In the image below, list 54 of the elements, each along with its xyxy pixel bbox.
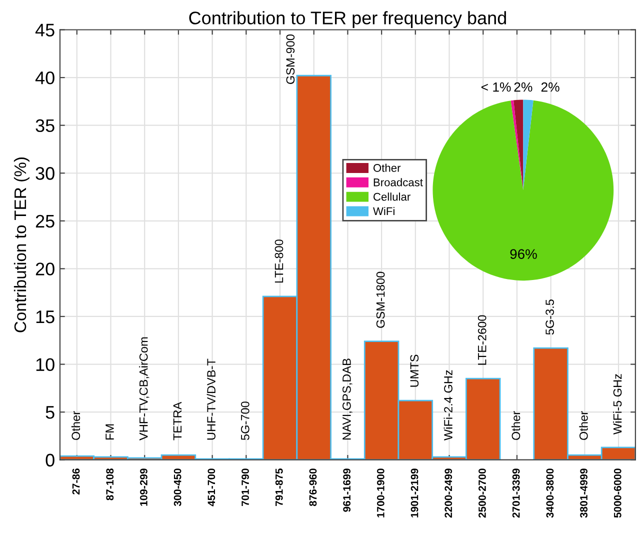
x-tick-label: 876-960 bbox=[309, 468, 317, 506]
x-tick-label: 451-700 bbox=[208, 468, 216, 506]
y-tick-label: 30 bbox=[36, 167, 54, 180]
annotation: Other bbox=[71, 411, 80, 440]
x-tick-label: 109-299 bbox=[140, 468, 148, 506]
x-tick-label: 2701-3399 bbox=[512, 468, 520, 518]
data-label: 2% bbox=[514, 82, 532, 92]
y-axis-title: Contribution to TER (%) bbox=[14, 158, 30, 332]
x-tick-label: 1700-1900 bbox=[376, 468, 384, 518]
y-tick-label: 45 bbox=[35, 24, 54, 36]
y-tick-label: 35 bbox=[36, 119, 54, 132]
legend-label: WiFi bbox=[373, 206, 394, 216]
annotation: LTE-2600 bbox=[478, 315, 486, 365]
x-tick-label: 27-86 bbox=[72, 468, 80, 494]
x-tick-label: 2500-2700 bbox=[478, 468, 486, 518]
annotation: VHF-TV,CB,AirCom bbox=[139, 337, 150, 440]
x-tick-label: 701-790 bbox=[242, 468, 249, 506]
annotation: LTE-800 bbox=[274, 240, 284, 283]
annotation: GSM-900 bbox=[286, 34, 295, 84]
x-tick-label: 1901-2199 bbox=[410, 468, 418, 518]
annotation: 5G-700 bbox=[240, 402, 250, 440]
annotation: UMTS bbox=[410, 354, 419, 387]
x-tick-label: 87-108 bbox=[106, 468, 114, 500]
legend-label: Other bbox=[373, 164, 401, 172]
x-tick-label: 3801-4999 bbox=[580, 468, 588, 518]
y-tick-label: 15 bbox=[36, 310, 54, 324]
annotation: UHF-TV/DVB-T bbox=[206, 358, 216, 440]
data-label: < 1% bbox=[481, 82, 511, 92]
x-tick-label: 5000-6000 bbox=[614, 468, 622, 518]
x-tick-label: 791-875 bbox=[275, 468, 283, 506]
annotation: Other bbox=[511, 411, 520, 440]
x-tick-label: 2200-2499 bbox=[444, 468, 452, 518]
y-tick-label: 20 bbox=[36, 262, 54, 276]
data-label: 96% bbox=[510, 249, 537, 259]
chart-title: Contribution to TER per frequency band bbox=[189, 11, 506, 28]
annotation: NAVI,GPS,DAB bbox=[342, 358, 352, 440]
x-tick-label: 300-450 bbox=[174, 468, 182, 506]
legend-label: Cellular bbox=[374, 192, 410, 201]
annotation: WiFi-2.4 GHz bbox=[444, 370, 452, 440]
y-tick-label: 25 bbox=[36, 214, 54, 228]
annotation: FM bbox=[106, 424, 114, 440]
y-tick-label: 5 bbox=[46, 406, 54, 419]
y-tick-label: 10 bbox=[36, 358, 54, 371]
annotation: 5G-3.5 bbox=[546, 300, 554, 335]
x-tick-label: 961-1699 bbox=[343, 468, 351, 512]
data-label: 2% bbox=[541, 82, 560, 92]
y-tick-label: 0 bbox=[46, 454, 54, 467]
x-tick-label: 3400-3800 bbox=[546, 468, 554, 518]
annotation: GSM-1800 bbox=[376, 272, 385, 328]
annotation: Other bbox=[579, 411, 588, 440]
annotation: WiFi-5 GHz bbox=[613, 374, 622, 434]
legend-label: Broadcast bbox=[374, 178, 423, 186]
annotation: TETRA bbox=[173, 402, 182, 440]
y-tick-label: 40 bbox=[35, 71, 54, 84]
